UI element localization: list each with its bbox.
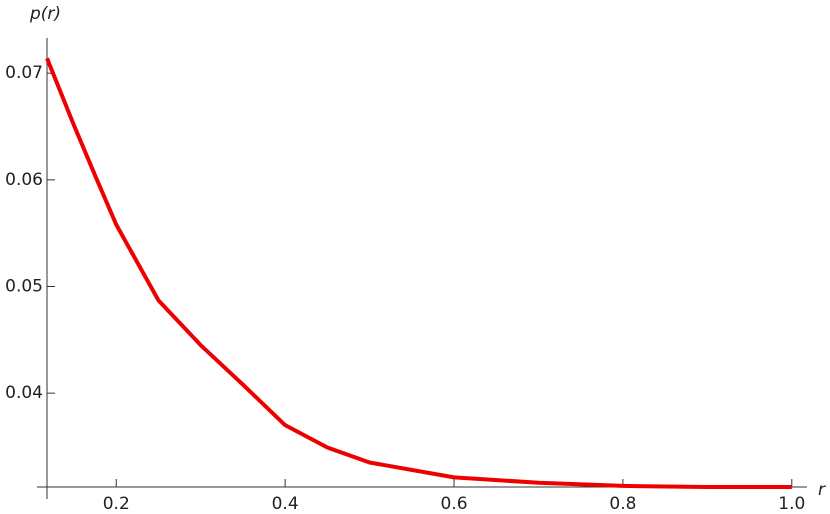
line-series — [45, 57, 792, 489]
x-tick-label: 0.8 — [609, 494, 636, 514]
y-tick-label: 0.04 — [5, 383, 43, 403]
y-tick-label: 0.07 — [5, 63, 43, 83]
x-tick-label: 1.0 — [778, 494, 805, 514]
y-axis-label: p(r) — [29, 4, 61, 24]
x-tick-label: 0.2 — [103, 494, 130, 514]
x-tick-label: 0.4 — [272, 494, 299, 514]
x-axis-label: r — [818, 480, 826, 500]
x-tick-label: 0.6 — [440, 494, 467, 514]
y-tick-label: 0.05 — [5, 276, 43, 296]
y-tick-label: 0.06 — [5, 170, 43, 190]
